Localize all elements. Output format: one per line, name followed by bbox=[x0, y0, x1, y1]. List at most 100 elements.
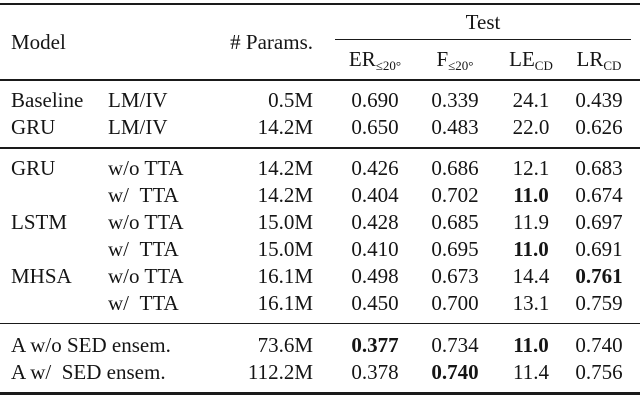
metric-cell: 0.759 bbox=[575, 290, 623, 315]
metric-cell: 0.674 bbox=[575, 182, 623, 207]
metric-cell: 0.377 bbox=[351, 333, 399, 357]
metric-cell: 0.685 bbox=[431, 209, 479, 234]
metric-cell: 0.378 bbox=[351, 360, 399, 384]
metric-base: ER bbox=[348, 47, 376, 71]
column-header-model: Model bbox=[11, 29, 66, 54]
column-header-le: LECD bbox=[495, 47, 567, 72]
column-header-er: ER≤20° bbox=[335, 47, 415, 72]
table-row: w/ TTA 15.0M 0.410 0.695 11.0 0.691 bbox=[0, 236, 640, 263]
metric-cell: 0.756 bbox=[575, 360, 623, 384]
params-cell: 16.1M bbox=[257, 290, 313, 315]
metric-cell: 12.1 bbox=[512, 155, 550, 180]
metric-cell: 0.734 bbox=[431, 333, 479, 357]
section-rule bbox=[0, 322, 640, 324]
variant-cell: w/ TTA bbox=[108, 182, 179, 207]
metric-base: LR bbox=[576, 47, 604, 71]
bottom-rule bbox=[0, 392, 640, 395]
metric-cell: 0.404 bbox=[351, 182, 399, 207]
metric-subscript: CD bbox=[603, 58, 622, 73]
metric-cell: 0.428 bbox=[351, 209, 399, 234]
metric-cell: 0.650 bbox=[351, 115, 399, 139]
metric-cell: 11.4 bbox=[513, 360, 549, 384]
metric-cell: 11.0 bbox=[513, 182, 549, 207]
params-cell: 16.1M bbox=[257, 263, 313, 288]
table-row: MHSA w/o TTA 16.1M 0.498 0.673 14.4 0.76… bbox=[0, 263, 640, 290]
variant-cell: w/o TTA bbox=[108, 209, 184, 234]
metric-cell: 0.450 bbox=[351, 290, 399, 315]
model-cell: GRU bbox=[11, 155, 56, 180]
variant-cell: w/o TTA bbox=[108, 263, 184, 288]
column-header-params: # Params. bbox=[230, 29, 313, 54]
table-row: GRU LM/IV 14.2M 0.650 0.483 22.0 0.626 bbox=[0, 114, 640, 141]
metric-cell: 0.686 bbox=[431, 155, 479, 180]
variant-cell: LM/IV bbox=[108, 88, 168, 112]
table-section-ensembles: A w/o SED ensem. 73.6M 0.377 0.734 11.0 … bbox=[0, 324, 640, 392]
params-cell: 73.6M bbox=[257, 333, 313, 357]
test-group-label: Test bbox=[465, 9, 501, 34]
variant-cell: w/ TTA bbox=[108, 290, 179, 315]
metric-subscript: CD bbox=[534, 58, 553, 73]
column-header-lr: LRCD bbox=[567, 47, 631, 72]
metric-cell: 0.626 bbox=[575, 115, 623, 139]
params-cell: 15.0M bbox=[257, 209, 313, 234]
params-cell: 0.5M bbox=[268, 88, 313, 112]
metric-cell: 0.740 bbox=[431, 360, 479, 384]
metric-cell: 0.498 bbox=[351, 263, 399, 288]
params-cell: 14.2M bbox=[257, 182, 313, 207]
model-cell: Baseline bbox=[11, 88, 84, 112]
params-cell: 14.2M bbox=[257, 155, 313, 180]
table-row: A w/o SED ensem. 73.6M 0.377 0.734 11.0 … bbox=[0, 332, 640, 359]
variant-cell: w/o TTA bbox=[108, 155, 184, 180]
metric-cell: 22.0 bbox=[512, 115, 550, 139]
section-rule bbox=[0, 147, 640, 149]
header-rule bbox=[0, 79, 640, 81]
params-cell: 112.2M bbox=[247, 360, 313, 384]
metric-cell: 0.697 bbox=[575, 209, 623, 234]
metric-cell: 0.673 bbox=[431, 263, 479, 288]
table-row: LSTM w/o TTA 15.0M 0.428 0.685 11.9 0.69… bbox=[0, 209, 640, 236]
metric-cell: 24.1 bbox=[512, 88, 550, 112]
table-row: GRU w/o TTA 14.2M 0.426 0.686 12.1 0.683 bbox=[0, 155, 640, 182]
params-cell: 15.0M bbox=[257, 236, 313, 261]
metric-subscript: ≤20° bbox=[375, 58, 402, 73]
metric-cell: 14.4 bbox=[512, 263, 550, 288]
metric-cell: 0.700 bbox=[431, 290, 479, 315]
metric-base: F bbox=[436, 47, 449, 71]
metric-cell: 0.740 bbox=[575, 333, 623, 357]
table-section-variants: GRU w/o TTA 14.2M 0.426 0.686 12.1 0.683… bbox=[0, 149, 640, 323]
metric-cell: 0.426 bbox=[351, 155, 399, 180]
column-header-f: F≤20° bbox=[415, 47, 495, 72]
metric-cell: 0.439 bbox=[575, 88, 623, 112]
metric-cell: 0.691 bbox=[575, 236, 623, 261]
table-row: w/ TTA 14.2M 0.404 0.702 11.0 0.674 bbox=[0, 182, 640, 209]
metric-cell: 11.0 bbox=[513, 333, 549, 357]
table-header: Model # Params. Test ER≤20° F≤20° LECD L… bbox=[0, 5, 640, 79]
metric-cell: 11.0 bbox=[513, 236, 549, 261]
params-cell: 14.2M bbox=[257, 115, 313, 139]
model-cell: GRU bbox=[11, 115, 56, 139]
table-row: w/ TTA 16.1M 0.450 0.700 13.1 0.759 bbox=[0, 290, 640, 317]
metric-cell: 0.410 bbox=[351, 236, 399, 261]
metric-cell: 0.483 bbox=[431, 115, 479, 139]
metric-cell: 0.690 bbox=[351, 88, 399, 112]
metric-cell: 13.1 bbox=[512, 290, 550, 315]
metric-base: LE bbox=[509, 47, 535, 71]
top-rule bbox=[0, 2, 640, 5]
table-row: Baseline LM/IV 0.5M 0.690 0.339 24.1 0.4… bbox=[0, 87, 640, 114]
variant-cell: w/ TTA bbox=[108, 236, 179, 261]
table-section-baselines: Baseline LM/IV 0.5M 0.690 0.339 24.1 0.4… bbox=[0, 81, 640, 147]
metric-cell: 0.761 bbox=[575, 263, 623, 288]
model-cell: A w/o SED ensem. bbox=[11, 333, 171, 357]
metric-subscript: ≤20° bbox=[448, 58, 474, 73]
metric-cell: 0.339 bbox=[431, 88, 479, 112]
column-group-header-test: Test bbox=[335, 5, 631, 40]
model-cell: MHSA bbox=[11, 263, 72, 288]
metric-cell: 0.683 bbox=[575, 155, 623, 180]
table-row: A w/ SED ensem. 112.2M 0.378 0.740 11.4 … bbox=[0, 359, 640, 386]
metric-cell: 0.702 bbox=[431, 182, 479, 207]
metric-cell: 0.695 bbox=[431, 236, 479, 261]
metric-cell: 11.9 bbox=[513, 209, 549, 234]
model-cell: LSTM bbox=[11, 209, 68, 234]
variant-cell: LM/IV bbox=[108, 115, 168, 139]
